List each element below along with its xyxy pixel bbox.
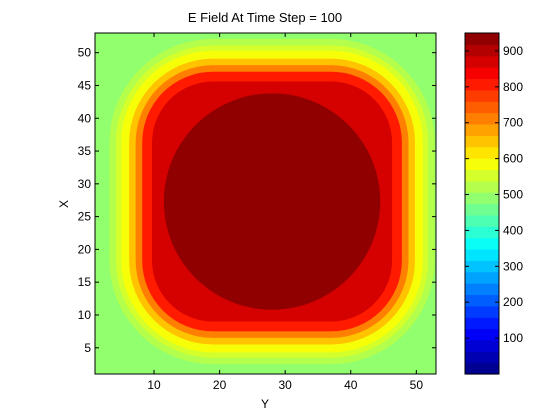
colorbar-segment <box>465 305 499 318</box>
x-tick-label: 10 <box>147 378 161 392</box>
y-tick-label: 20 <box>78 242 92 256</box>
colorbar-segment <box>465 339 499 352</box>
colorbar-segment <box>465 123 499 136</box>
colorbar-segment <box>465 55 499 68</box>
contour-core <box>163 93 381 310</box>
colorbar-segment <box>465 226 499 239</box>
y-tick-label: 5 <box>84 341 91 355</box>
colorbar-tick-label: 400 <box>503 223 523 237</box>
colorbar-tick-label: 600 <box>503 152 523 166</box>
colorbar-segment <box>465 158 499 170</box>
plot-frame <box>94 32 437 375</box>
colorbar-segment <box>465 180 499 193</box>
colorbar-tick-label: 900 <box>503 44 523 58</box>
colorbar-segment <box>465 248 499 261</box>
x-tick-label: 50 <box>410 378 424 392</box>
colorbar-tick-label: 700 <box>503 116 523 130</box>
colorbar-segment <box>465 192 499 205</box>
y-tick-label: 15 <box>78 275 92 289</box>
colorbar-segment <box>465 146 499 159</box>
colorbar <box>465 33 499 375</box>
colorbar-segment <box>465 328 499 341</box>
colorbar-segment <box>465 78 499 91</box>
colorbar-segment <box>465 351 499 364</box>
colorbar-tick-label: 300 <box>503 259 523 273</box>
colorbar-segment <box>465 237 499 250</box>
colorbar-tick-label: 100 <box>503 331 523 345</box>
y-tick-label: 25 <box>78 210 92 224</box>
colorbar-segment <box>465 169 499 182</box>
colorbar-segment <box>465 271 499 284</box>
colorbar-segment <box>465 283 499 296</box>
y-tick-label: 50 <box>78 46 92 60</box>
colorbar-segment <box>465 44 499 57</box>
y-tick-label: 30 <box>78 177 92 191</box>
colorbar-tick-label: 500 <box>503 188 523 202</box>
colorbar-segment <box>465 214 499 227</box>
y-tick-label: 35 <box>78 144 92 158</box>
y-tick-label: 10 <box>78 308 92 322</box>
colorbar-segment <box>465 362 499 375</box>
colorbar-segment <box>465 317 499 330</box>
colorbar-segment <box>465 294 499 307</box>
y-tick-label: 40 <box>78 111 92 125</box>
chart-title: E Field At Time Step = 100 <box>188 10 342 25</box>
colorbar-segment <box>465 67 499 80</box>
x-tick-label: 30 <box>278 378 292 392</box>
colorbar-segment <box>465 112 499 125</box>
colorbar-segment <box>465 89 499 102</box>
colorbar-tick-label: 800 <box>503 80 523 94</box>
colorbar-segment <box>465 260 499 273</box>
y-axis-ticks: 5 10 15 20 25 30 35 40 45 50 <box>78 46 436 355</box>
colorbar-tick-label: 200 <box>503 295 523 309</box>
colorbar-segment <box>465 135 499 148</box>
x-tick-label: 40 <box>344 378 358 392</box>
x-axis-ticks: 10 20 30 40 50 <box>147 33 423 392</box>
colorbar-segment <box>465 203 499 216</box>
x-tick-label: 20 <box>213 378 227 392</box>
colorbar-segment <box>465 101 499 114</box>
y-tick-label: 45 <box>78 78 92 92</box>
y-axis-label: X <box>57 200 71 208</box>
x-axis-label: Y <box>261 397 269 411</box>
contour-plot <box>95 33 436 374</box>
colorbar-segment <box>465 33 499 45</box>
colorbar-frame <box>464 32 500 375</box>
colorbar-ticks: 100 200 300 400 500 600 700 800 900 <box>465 44 523 345</box>
